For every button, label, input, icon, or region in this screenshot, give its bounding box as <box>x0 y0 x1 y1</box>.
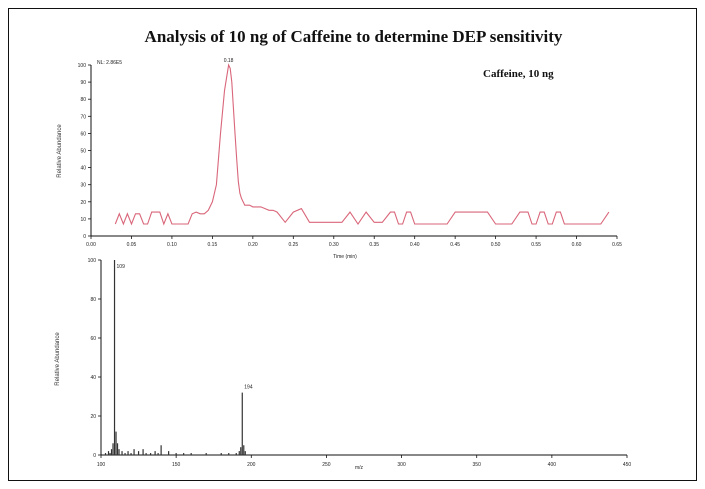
spectrum-x-ticks: 100 150 200 250 300 350 400 450 <box>97 455 632 468</box>
chromatogram-x-ticks: 0.00 0.05 0.10 0.15 0.20 0.25 0.30 0.35 0.40 0.45… <box>86 236 622 248</box>
spectrum-y-tick-label: 20 <box>90 414 96 420</box>
spectrum-peak-labels: 109 194 <box>117 264 253 391</box>
chromatogram-x-tick-label: 0.35 <box>369 242 379 248</box>
spectrum-x-tick-label: 400 <box>548 462 557 468</box>
chromatogram-x-tick-label: 0.30 <box>329 242 339 248</box>
chart-frame: Analysis of 10 ng of Caffeine to determi… <box>8 8 697 481</box>
spectrum-x-tick-label: 450 <box>623 462 632 468</box>
chromatogram-y-tick-label: 80 <box>80 97 86 103</box>
spectrum-x-tick-label: 200 <box>247 462 256 468</box>
chromatogram-y-tick-label: 30 <box>80 183 86 189</box>
spectrum-bars <box>104 260 246 455</box>
spectrum-y-axis-label: Relative Abundance <box>55 332 61 386</box>
chromatogram-x-tick-label: 0.10 <box>167 242 177 248</box>
spectrum-y-ticks: 0 20 40 60 80 100 <box>88 258 101 459</box>
spectrum-y-tick-label: 80 <box>90 297 96 303</box>
chart-title: Analysis of 10 ng of Caffeine to determi… <box>144 27 563 46</box>
chromatogram-y-tick-label: 60 <box>80 131 86 137</box>
spectrum-y-tick-label: 0 <box>93 453 96 459</box>
chromatogram-x-tick-label: 0.65 <box>612 242 622 248</box>
spectrum-y-tick-label: 40 <box>90 375 96 381</box>
spectrum-x-tick-label: 250 <box>322 462 331 468</box>
chromatogram-y-tick-label: 40 <box>80 166 86 172</box>
spectrum-peak-label: 194 <box>244 385 253 391</box>
spectrum-y-tick-label: 60 <box>90 336 96 342</box>
chromatogram-x-tick-label: 0.55 <box>531 242 541 248</box>
nl-label: NL: 2.86E5 <box>97 60 122 66</box>
chromatogram-series-line <box>114 63 610 226</box>
chromatogram-x-tick-label: 0.25 <box>288 242 298 248</box>
spectrum-x-tick-label: 150 <box>172 462 181 468</box>
chromatogram-y-tick-label: 70 <box>80 114 86 120</box>
spectrum-x-tick-label: 350 <box>473 462 482 468</box>
spectrum-peak-label: 109 <box>117 264 126 270</box>
chromatogram-y-tick-label: 90 <box>80 80 86 86</box>
spectrum-y-tick-label: 100 <box>88 258 97 264</box>
chromatogram-x-tick-label: 0.00 <box>86 242 96 248</box>
chromatogram-x-tick-label: 0.20 <box>248 242 258 248</box>
chromatogram-y-tick-label: 10 <box>80 217 86 223</box>
chromatogram-y-axis-label: Relative Abundance <box>57 124 63 178</box>
chromatogram-y-ticks: 0 10 20 30 40 50 60 70 80 90 100 <box>78 63 91 240</box>
chromatogram-x-tick-label: 0.50 <box>491 242 501 248</box>
spectrum-x-tick-label: 100 <box>97 462 106 468</box>
chromatogram-x-axis-label: Time (min) <box>333 254 357 260</box>
chromatogram-y-tick-label: 100 <box>78 63 87 69</box>
chromatogram-x-tick-label: 0.15 <box>208 242 218 248</box>
spectrum-x-tick-label: 300 <box>397 462 406 468</box>
chromatogram-y-tick-label: 20 <box>80 200 86 206</box>
chromatogram-x-tick-label: 0.05 <box>127 242 137 248</box>
chromatogram-y-tick-label: 50 <box>80 149 86 155</box>
chromatogram-y-tick-label: 0 <box>83 234 86 240</box>
spectrum-plot: 0 20 40 60 80 100 100 150 200 250 300 350 400 450 10… <box>55 258 631 471</box>
spectrum-x-axis-label: m/z <box>355 465 364 471</box>
chromatogram-x-tick-label: 0.40 <box>410 242 420 248</box>
caffeine-annotation: Caffeine, 10 ng <box>483 68 554 80</box>
chromatogram-x-tick-label: 0.60 <box>572 242 582 248</box>
chromatogram-peak-label: 0.18 <box>224 58 234 64</box>
chromatogram-x-tick-label: 0.45 <box>450 242 460 248</box>
